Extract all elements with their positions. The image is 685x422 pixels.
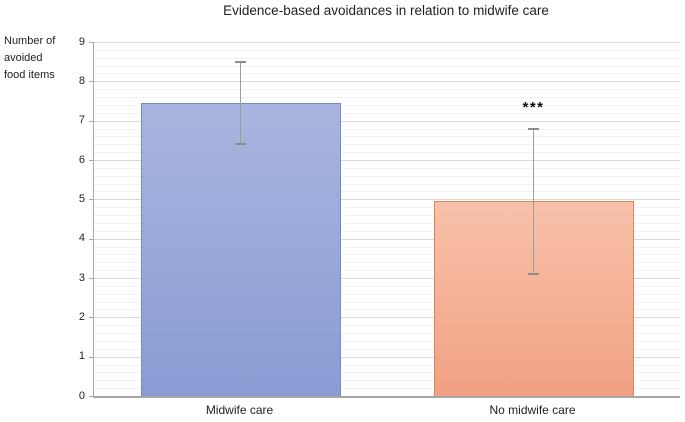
- minor-gridline: [94, 309, 680, 311]
- minor-gridline: [94, 388, 680, 390]
- minor-gridline: [94, 293, 680, 295]
- error-bar-line: [532, 128, 535, 275]
- minor-gridline: [94, 112, 680, 114]
- minor-gridline: [94, 230, 680, 232]
- y-axis-title: Number of avoided food items: [4, 35, 56, 81]
- minor-gridline: [94, 89, 680, 91]
- major-gridline: [94, 42, 680, 43]
- minor-gridline: [94, 348, 680, 350]
- minor-gridline: [94, 246, 680, 248]
- y-axis-tick: [89, 199, 93, 201]
- y-tick-label: 6: [78, 153, 85, 166]
- minor-gridline: [94, 372, 680, 374]
- y-tick-label: 0: [78, 389, 85, 402]
- y-axis-tick: [89, 238, 93, 240]
- y-tick-label: 9: [78, 35, 85, 48]
- minor-gridline: [94, 191, 680, 193]
- major-gridline: [94, 317, 680, 319]
- error-bar-cap-top: [528, 127, 539, 130]
- minor-gridline: [94, 49, 680, 51]
- minor-gridline: [94, 254, 680, 256]
- minor-gridline: [94, 380, 680, 382]
- major-gridline: [94, 199, 680, 201]
- minor-gridline: [94, 57, 680, 59]
- y-axis-tick: [89, 396, 93, 397]
- y-tick-label: 8: [78, 74, 85, 87]
- minor-gridline: [94, 183, 680, 185]
- minor-gridline: [94, 152, 680, 154]
- x-category-label: Midwife care: [205, 403, 274, 417]
- minor-gridline: [94, 73, 680, 75]
- minor-gridline: [94, 128, 680, 130]
- minor-gridline: [94, 325, 680, 327]
- y-tick-label: 1: [78, 350, 85, 363]
- minor-gridline: [94, 136, 680, 138]
- minor-gridline: [94, 340, 680, 342]
- y-axis-tick: [89, 356, 93, 358]
- y-axis-tick: [89, 81, 93, 83]
- significance-marker: ***: [522, 98, 545, 116]
- minor-gridline: [94, 104, 680, 106]
- plot-area: ***: [93, 42, 680, 398]
- bar-midwife-care: [140, 102, 341, 396]
- y-axis-tick: [89, 42, 93, 43]
- minor-gridline: [94, 364, 680, 366]
- minor-gridline: [94, 222, 680, 224]
- error-bar-line: [239, 61, 242, 145]
- minor-gridline: [94, 207, 680, 209]
- y-tick-label: 2: [78, 310, 85, 323]
- major-gridline: [94, 356, 680, 358]
- error-bar-cap-top: [235, 60, 246, 63]
- minor-gridline: [94, 65, 680, 67]
- x-category-label: No midwife care: [489, 403, 576, 417]
- minor-gridline: [94, 144, 680, 146]
- y-axis-tick: [89, 160, 93, 161]
- chart-title: Evidence-based avoidances in relation to…: [223, 3, 549, 18]
- minor-gridline: [94, 215, 680, 217]
- y-tick-label: 4: [78, 232, 85, 245]
- error-bar-cap-bottom: [528, 273, 539, 276]
- major-gridline: [94, 120, 680, 122]
- minor-gridline: [94, 285, 680, 287]
- minor-gridline: [94, 167, 680, 169]
- minor-gridline: [94, 333, 680, 335]
- major-gridline: [94, 278, 680, 279]
- major-gridline: [94, 81, 680, 83]
- minor-gridline: [94, 301, 680, 303]
- minor-gridline: [94, 262, 680, 264]
- y-axis-tick: [89, 278, 93, 279]
- minor-gridline: [94, 175, 680, 177]
- major-gridline: [94, 238, 680, 240]
- y-tick-label: 3: [78, 271, 85, 284]
- y-axis-tick: [89, 317, 93, 319]
- y-tick-label: 7: [78, 114, 85, 127]
- y-axis-tick: [89, 120, 93, 122]
- major-gridline: [94, 160, 680, 161]
- error-bar-cap-bottom: [235, 143, 246, 146]
- minor-gridline: [94, 97, 680, 99]
- y-tick-label: 5: [78, 192, 85, 205]
- minor-gridline: [94, 270, 680, 272]
